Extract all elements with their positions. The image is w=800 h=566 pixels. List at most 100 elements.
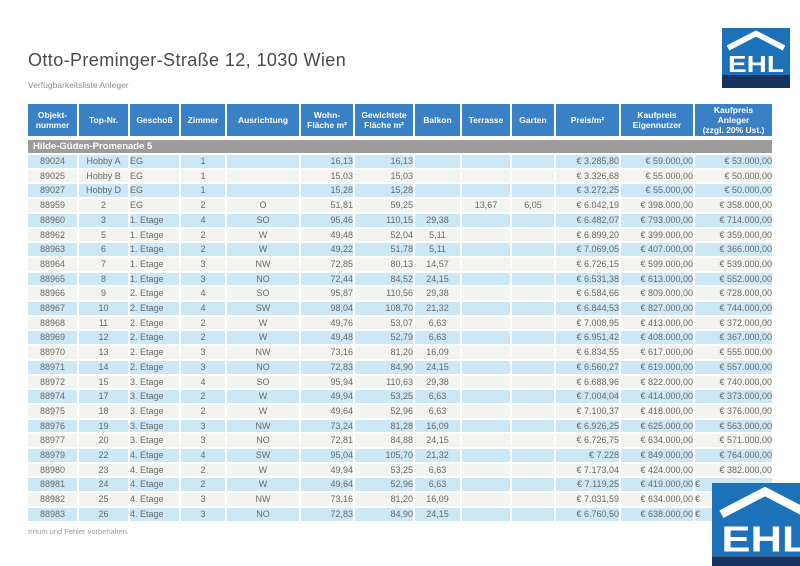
cell-kaufpreis-eigennutzer: € 625.000,00 — [620, 418, 695, 435]
table-row: 88979 22 4. Etage 4 SW 95,04 105,70 21,32 € 7.22… — [28, 448, 772, 464]
cell-zimmer: 2 — [180, 227, 227, 244]
cell-top-nr: 25 — [78, 492, 130, 508]
cell-kaufpreis-anleger: € 555.000,00 — [694, 345, 772, 361]
cell-balkon: 16,09 — [414, 418, 462, 435]
table-row: 88960 3 1. Etage 4 SO 95,46 110,15 29,38 € 6.482… — [28, 212, 772, 229]
cell-gewichtete-flaeche: 110,15 — [354, 212, 415, 229]
cell-gewichtete-flaeche: 84,88 — [354, 433, 415, 450]
cell-objektnummer: 89024 — [28, 154, 79, 170]
cell-kaufpreis-eigennutzer: € 413.000,00 — [620, 315, 695, 332]
cell-ausrichtung: NO — [226, 433, 301, 450]
cell-wohnflaeche: 15,28 — [300, 183, 355, 200]
cell-gewichtete-flaeche: 52,96 — [354, 477, 415, 494]
cell-kaufpreis-anleger: € 539.000,00 — [694, 256, 772, 273]
cell-top-nr: 9 — [78, 286, 130, 303]
cell-kaufpreis-anleger: € 366.000,00 — [694, 242, 772, 258]
cell-kaufpreis-eigennutzer: € 419.000,00 — [620, 477, 695, 494]
cell-kaufpreis-anleger: € 557.000,00 — [694, 359, 772, 376]
table-row: 88981 24 4. Etage 2 W 49,64 52,96 6,63 € 7.119,2… — [28, 477, 772, 494]
cell-objektnummer: 88965 — [28, 271, 79, 288]
cell-kaufpreis-anleger: € 744.000,00 — [694, 301, 772, 317]
cell-garten: 6,05 — [511, 198, 556, 214]
cell-wohnflaeche: 72,81 — [300, 433, 355, 450]
table-row: 88975 18 3. Etage 2 W 49,64 52,96 6,63 € 7.100,3… — [28, 403, 772, 420]
cell-geschoss: 2. Etage — [129, 315, 181, 332]
availability-table: Objekt- nummer Top-Nr. Geschoß Zimmer Ausric… — [28, 104, 772, 523]
cell-kaufpreis-anleger: € 358.000,00 — [694, 198, 772, 214]
cell-wohnflaeche: 72,85 — [300, 256, 355, 273]
cell-garten — [511, 168, 556, 185]
footer-note: Irrtum und Fehler vorbehalten. — [28, 527, 129, 536]
cell-terrasse — [461, 359, 512, 376]
cell-kaufpreis-anleger: € 728.000,00 — [694, 286, 772, 303]
cell-balkon: 6,63 — [414, 389, 462, 405]
col-header-preis-m2: Preis/m² — [555, 104, 621, 140]
cell-preis-m2: € 6.834,55 — [555, 345, 621, 361]
cell-kaufpreis-anleger: € 373.000,00 — [694, 389, 772, 405]
cell-garten — [511, 242, 556, 258]
cell-geschoss: 1. Etage — [129, 242, 181, 258]
cell-top-nr: Hobby D — [78, 183, 130, 200]
cell-garten — [511, 418, 556, 435]
ehl-logo-bottom: EHL — [712, 483, 800, 566]
cell-ausrichtung: W — [226, 330, 301, 347]
cell-top-nr: 12 — [78, 330, 130, 347]
cell-top-nr: 10 — [78, 301, 130, 317]
cell-balkon: 6,63 — [414, 462, 462, 479]
cell-geschoss: 3. Etage — [129, 374, 181, 391]
roof-icon — [719, 486, 800, 518]
cell-geschoss: 1. Etage — [129, 212, 181, 229]
cell-kaufpreis-anleger: € 367.000,00 — [694, 330, 772, 347]
col-header-geschoss: Geschoß — [129, 104, 181, 140]
cell-kaufpreis-anleger: € 372.000,00 — [694, 315, 772, 332]
cell-garten — [511, 271, 556, 288]
cell-kaufpreis-anleger: € 50.000,00 — [694, 183, 772, 200]
cell-geschoss: 2. Etage — [129, 330, 181, 347]
cell-geschoss: EG — [129, 183, 181, 200]
col-header-terrasse: Terrasse — [461, 104, 512, 140]
cell-objektnummer: 88972 — [28, 374, 79, 391]
cell-wohnflaeche: 95,87 — [300, 286, 355, 303]
cell-top-nr: Hobby A — [78, 154, 130, 170]
cell-wohnflaeche: 49,48 — [300, 227, 355, 244]
cell-wohnflaeche: 49,94 — [300, 462, 355, 479]
cell-garten — [511, 433, 556, 450]
cell-preis-m2: € 6.584,66 — [555, 286, 621, 303]
cell-objektnummer: 89025 — [28, 168, 79, 185]
cell-ausrichtung: NW — [226, 256, 301, 273]
table-row: 89025 Hobby B EG 1 15,03 15,03 € 3.326,68 € 55.… — [28, 168, 772, 185]
cell-preis-m2: € 6.844,53 — [555, 301, 621, 317]
cell-top-nr: 15 — [78, 374, 130, 391]
cell-geschoss: 1. Etage — [129, 271, 181, 288]
cell-terrasse — [461, 227, 512, 244]
cell-wohnflaeche: 95,94 — [300, 374, 355, 391]
cell-top-nr: 18 — [78, 403, 130, 420]
cell-zimmer: 4 — [180, 448, 227, 464]
cell-gewichtete-flaeche: 52,04 — [354, 227, 415, 244]
cell-terrasse — [461, 315, 512, 332]
cell-geschoss: 1. Etage — [129, 227, 181, 244]
cell-gewichtete-flaeche: 105,70 — [354, 448, 415, 464]
cell-ausrichtung: NW — [226, 492, 301, 508]
cell-kaufpreis-eigennutzer: € 849.000,00 — [620, 448, 695, 464]
cell-kaufpreis-anleger: € 359.000,00 — [694, 227, 772, 244]
cell-zimmer: 3 — [180, 492, 227, 508]
cell-objektnummer: 88960 — [28, 212, 79, 229]
cell-terrasse — [461, 448, 512, 464]
col-header-kaufpreis-anleger: Kaufpreis Anleger (zzgl. 20% Ust.) — [694, 104, 772, 140]
cell-geschoss: EG — [129, 198, 181, 214]
cell-objektnummer: 88968 — [28, 315, 79, 332]
cell-gewichtete-flaeche: 53,25 — [354, 462, 415, 479]
cell-zimmer: 2 — [180, 403, 227, 420]
cell-top-nr: 14 — [78, 359, 130, 376]
cell-zimmer: 3 — [180, 433, 227, 450]
cell-zimmer: 2 — [180, 330, 227, 347]
cell-gewichtete-flaeche: 84,52 — [354, 271, 415, 288]
cell-top-nr: 2 — [78, 198, 130, 214]
cell-ausrichtung: NO — [226, 271, 301, 288]
cell-ausrichtung — [226, 168, 301, 185]
cell-kaufpreis-eigennutzer: € 398.000,00 — [620, 198, 695, 214]
cell-ausrichtung: NO — [226, 359, 301, 376]
cell-balkon — [414, 198, 462, 214]
